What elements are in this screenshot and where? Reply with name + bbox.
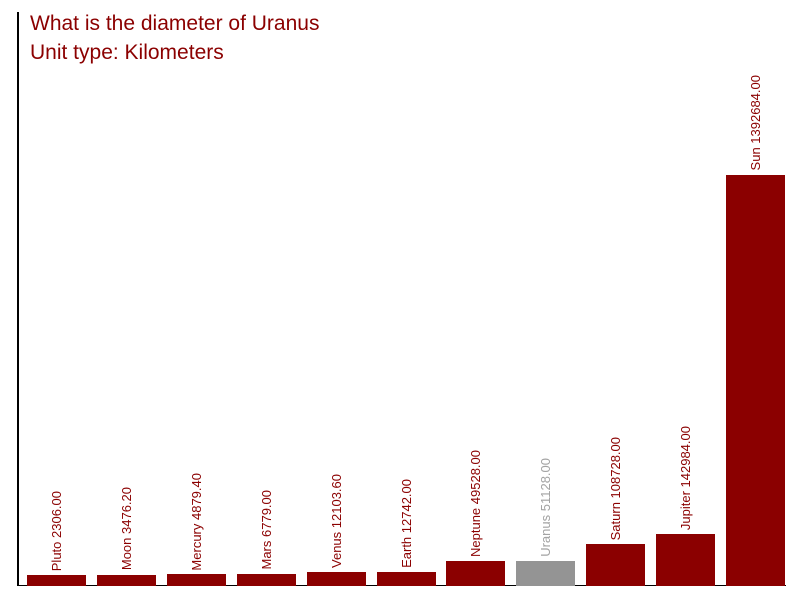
bar-label-pluto: Pluto 2306.00 xyxy=(49,490,64,571)
bar-label-jupiter: Jupiter 142984.00 xyxy=(678,426,694,531)
bar-uranus xyxy=(516,560,576,586)
bar-label-earth: Earth 12742.00 xyxy=(398,478,414,568)
bar-slot-earth: Earth 12742.00 xyxy=(371,479,441,586)
bar-slot-uranus: Uranus 51128.00 xyxy=(511,458,581,586)
y-axis-line xyxy=(17,12,19,586)
bar-label-sun: Sun 1392684.00 xyxy=(748,75,763,171)
chart-title: What is the diameter of Uranus xyxy=(30,12,320,35)
bar-label-mercury: Mercury 4879.40 xyxy=(188,472,204,571)
bar-slot-neptune: Neptune 49528.00 xyxy=(441,450,511,586)
bar-neptune xyxy=(446,561,506,586)
bar-mars xyxy=(236,573,296,586)
bar-label-saturn: Saturn 108728.00 xyxy=(608,436,624,541)
bar-label-moon: Moon 3476.20 xyxy=(118,487,134,571)
bar-sun xyxy=(726,174,785,586)
bar-moon xyxy=(96,574,156,586)
bar-label-venus: Venus 12103.60 xyxy=(328,474,344,568)
bar-pluto xyxy=(27,574,86,586)
bar-slot-pluto: Pluto 2306.00 xyxy=(22,491,92,586)
bar-slot-jupiter: Jupiter 142984.00 xyxy=(651,426,721,586)
bar-label-neptune: Neptune 49528.00 xyxy=(468,450,484,558)
bar-slot-sun: Sun 1392684.00 xyxy=(721,75,791,586)
chart-subtitle: Unit type: Kilometers xyxy=(30,41,224,64)
bar-slot-mercury: Mercury 4879.40 xyxy=(161,473,231,586)
bar-mercury xyxy=(166,574,226,586)
bar-saturn xyxy=(586,544,646,586)
bar-label-mars: Mars 6779.00 xyxy=(258,490,274,570)
bar-earth xyxy=(376,571,436,586)
bar-slot-saturn: Saturn 108728.00 xyxy=(581,437,651,586)
bar-jupiter xyxy=(656,534,716,586)
bar-label-uranus: Uranus 51128.00 xyxy=(538,458,554,557)
bar-slot-mars: Mars 6779.00 xyxy=(231,490,301,586)
chart-title-block: What is the diameter of Uranus Unit type… xyxy=(30,9,319,67)
bar-venus xyxy=(306,572,366,586)
bar-slot-moon: Moon 3476.20 xyxy=(91,487,161,586)
bar-slot-venus: Venus 12103.60 xyxy=(301,474,371,586)
